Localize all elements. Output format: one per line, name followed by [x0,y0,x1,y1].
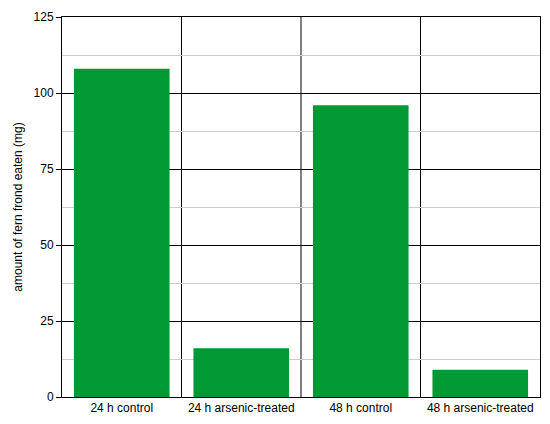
svg-text:50: 50 [40,238,54,252]
svg-text:amount of fern frond eaten (mg: amount of fern frond eaten (mg) [11,122,25,291]
svg-text:75: 75 [40,162,54,176]
svg-text:24 h control: 24 h control [90,401,153,415]
svg-text:48 h control: 48 h control [329,401,392,415]
svg-text:0: 0 [47,390,54,404]
svg-text:25: 25 [40,314,54,328]
svg-text:48 h arsenic-treated: 48 h arsenic-treated [427,401,534,415]
svg-text:24 h arsenic-treated: 24 h arsenic-treated [188,401,295,415]
svg-text:125: 125 [34,10,54,24]
svg-text:100: 100 [34,86,54,100]
